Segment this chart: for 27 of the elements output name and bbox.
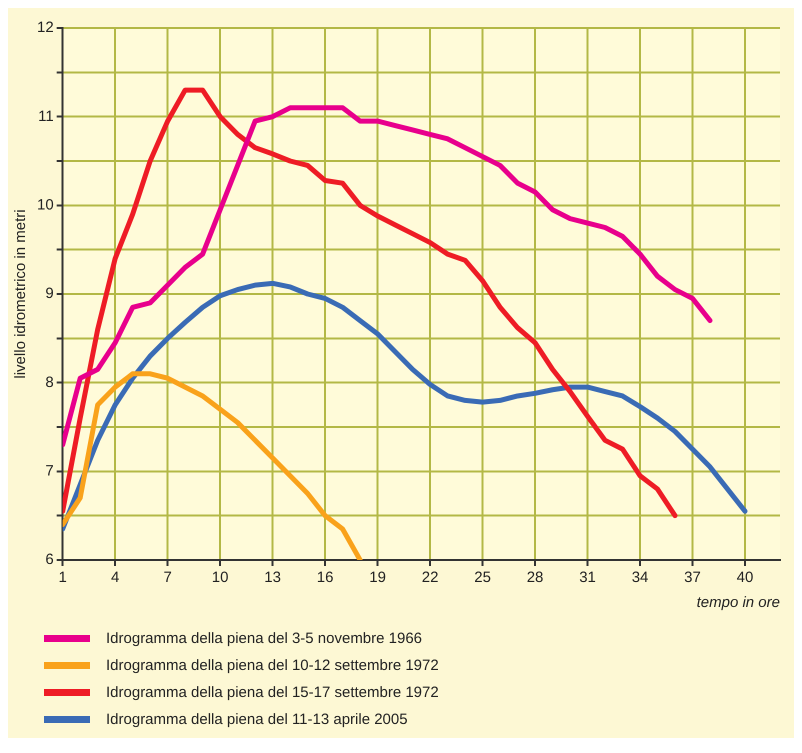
legend-label: Idrogramma della piena del 15-17 settembre 1972 bbox=[106, 684, 439, 701]
legend-label: Idrogramma della piena del 10-12 settembre 1972 bbox=[106, 657, 439, 674]
y-tick-label: 7 bbox=[45, 462, 54, 480]
y-tick-label: 9 bbox=[45, 285, 54, 302]
x-tick-label: 34 bbox=[632, 569, 648, 586]
y-axis-title: livello idrometrico in metri bbox=[12, 209, 30, 379]
y-tick-label: 11 bbox=[38, 108, 54, 125]
x-tick-label: 16 bbox=[316, 569, 334, 586]
x-tick-label: 4 bbox=[111, 569, 120, 586]
legend-label: Idrogramma della piena del 11-13 aprile 2005 bbox=[106, 711, 408, 728]
x-tick-label: 19 bbox=[369, 569, 386, 586]
x-tick-label: 1 bbox=[58, 569, 67, 586]
legend-label: Idrogramma della piena del 3-5 novembre 1966 bbox=[106, 630, 422, 647]
x-tick-label: 28 bbox=[526, 569, 544, 586]
x-tick-label: 7 bbox=[163, 569, 172, 586]
y-tick-label: 6 bbox=[45, 551, 54, 568]
x-tick-label: 10 bbox=[212, 569, 228, 586]
x-tick-label: 31 bbox=[579, 569, 596, 586]
x-tick-label: 13 bbox=[264, 569, 281, 586]
x-tick-label: 22 bbox=[422, 569, 438, 586]
x-tick-label: 25 bbox=[474, 569, 491, 586]
x-tick-label: 37 bbox=[684, 569, 701, 586]
y-tick-label: 12 bbox=[36, 19, 54, 36]
y-tick-label: 10 bbox=[36, 196, 54, 214]
y-tick-label: 8 bbox=[45, 374, 54, 391]
x-axis-title: tempo in ore bbox=[696, 594, 780, 612]
x-tick-label: 40 bbox=[736, 569, 754, 586]
